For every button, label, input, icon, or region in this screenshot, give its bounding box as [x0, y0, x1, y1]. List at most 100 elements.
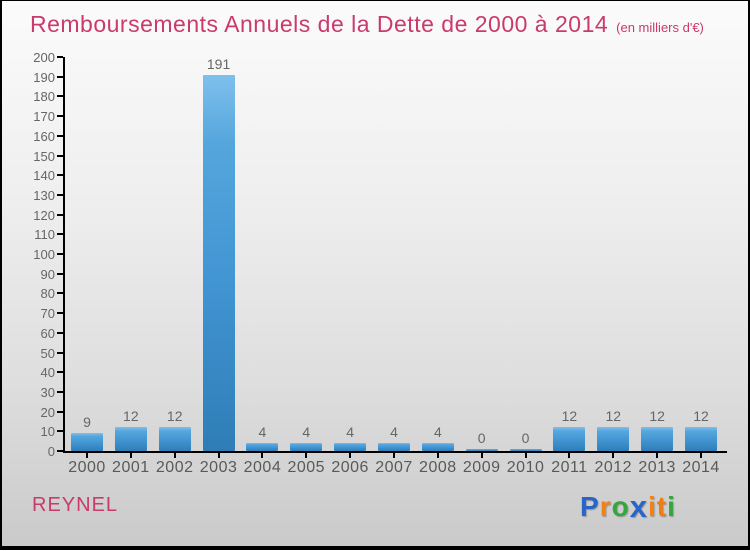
bar-value-label: 9 [83, 414, 91, 431]
y-axis-tick [57, 115, 63, 118]
bar-value-label: 4 [346, 424, 355, 441]
chart-subtitle: (en milliers d'€) [616, 20, 704, 35]
y-axis-tick [57, 253, 63, 255]
y-tick-label: 80 [40, 286, 55, 302]
y-axis-tick [57, 56, 63, 58]
y-axis-tick [57, 390, 63, 393]
y-tick-label: 90 [40, 266, 55, 282]
bar-2004 [246, 443, 279, 451]
y-tick-label: 120 [33, 207, 55, 223]
bar-2005 [290, 443, 323, 451]
logo-letter-o: o [611, 491, 630, 522]
y-axis-tick [57, 272, 63, 275]
proxiti-logo[interactable]: Proxiti [580, 488, 676, 524]
y-tick-label: 0 [47, 444, 55, 459]
y-axis-tick [57, 292, 63, 295]
bar-2012 [597, 427, 630, 451]
y-tick-label: 170 [33, 109, 55, 125]
bar-2007 [377, 443, 410, 451]
x-tick-label: 2008 [419, 459, 457, 476]
bar-2008 [421, 443, 454, 451]
bar-value-label: 12 [649, 408, 665, 425]
y-axis-tick [57, 410, 63, 413]
bar-value-label: 191 [206, 55, 231, 72]
bar-2003 [202, 74, 235, 451]
x-tick-label: 2002 [155, 459, 194, 476]
bar-2001 [114, 427, 147, 451]
x-tick-label: 2014 [682, 459, 720, 476]
y-axis-tick [57, 351, 63, 354]
logo-letter-P: P [580, 491, 600, 522]
bar-value-label: 12 [123, 408, 139, 425]
x-axis-tick [217, 453, 220, 458]
y-axis-tick [57, 213, 63, 216]
logo-letter-t: t [656, 491, 668, 522]
bar-2009 [465, 449, 498, 451]
x-tick-label: 2012 [594, 459, 633, 476]
bar-value-label: 12 [693, 408, 709, 425]
y-axis-tick [57, 154, 63, 157]
y-axis-tick [57, 193, 63, 196]
bar-2010 [509, 449, 542, 451]
y-tick-label: 60 [40, 325, 55, 341]
x-tick-label: 2011 [551, 459, 588, 476]
x-tick-label: 2003 [199, 459, 238, 476]
y-tick-label: 10 [40, 424, 55, 440]
bar-value-label: 12 [605, 408, 622, 425]
bar-value-label: 12 [166, 408, 183, 425]
chart-header: Remboursements Annuels de la Dette de 20… [30, 11, 704, 38]
y-axis [63, 57, 65, 453]
logo-letter-i: i [647, 491, 657, 522]
x-axis-tick [349, 453, 352, 458]
y-axis-tick [57, 233, 63, 236]
x-axis-tick [524, 453, 527, 458]
chart-title: Remboursements Annuels de la Dette de 20… [30, 11, 609, 37]
y-axis-tick [57, 95, 63, 98]
bar-2014 [684, 427, 717, 451]
bar-value-label: 12 [561, 408, 578, 425]
logo-letter-x: x [629, 489, 648, 524]
bar-value-label: 0 [477, 430, 486, 446]
y-tick-label: 130 [33, 187, 55, 203]
x-axis-tick [699, 453, 702, 458]
y-tick-label: 150 [33, 148, 55, 164]
x-axis [63, 451, 727, 453]
y-axis-tick [57, 430, 63, 433]
bar-2011 [553, 427, 586, 451]
bar-value-label: 4 [258, 424, 267, 441]
y-tick-label: 50 [40, 345, 55, 361]
logo-letter-r: r [599, 491, 612, 522]
bar-value-label: 4 [390, 424, 398, 441]
x-tick-label: 2013 [638, 459, 676, 476]
entity-name: REYNEL [32, 494, 119, 516]
bar-value-label: 4 [433, 424, 442, 441]
bar-2006 [334, 443, 367, 451]
bar-2000 [71, 433, 103, 451]
x-axis-tick [392, 453, 395, 458]
y-axis-tick [57, 371, 63, 374]
y-tick-label: 180 [33, 89, 55, 105]
bar-2002 [158, 427, 191, 451]
y-axis-tick [57, 450, 63, 452]
x-axis-tick [305, 453, 308, 458]
logo-letter-i: i [667, 491, 676, 522]
bar-value-label: 4 [302, 424, 311, 441]
x-axis-tick [129, 453, 132, 458]
y-tick-label: 100 [33, 247, 55, 262]
y-tick-label: 110 [34, 227, 55, 243]
bar-2013 [641, 427, 674, 451]
bar-value-label: 0 [521, 430, 530, 446]
y-axis-tick [57, 331, 63, 334]
y-tick-label: 140 [33, 168, 55, 184]
y-tick-label: 200 [33, 50, 55, 65]
y-tick-label: 70 [40, 306, 55, 322]
x-axis-tick [612, 453, 615, 458]
x-axis-tick [173, 453, 176, 458]
y-axis-tick [57, 134, 63, 137]
x-tick-label: 2006 [331, 459, 369, 476]
y-tick-label: 40 [40, 365, 55, 381]
x-tick-label: 2004 [243, 459, 282, 476]
x-axis-tick [261, 453, 264, 458]
